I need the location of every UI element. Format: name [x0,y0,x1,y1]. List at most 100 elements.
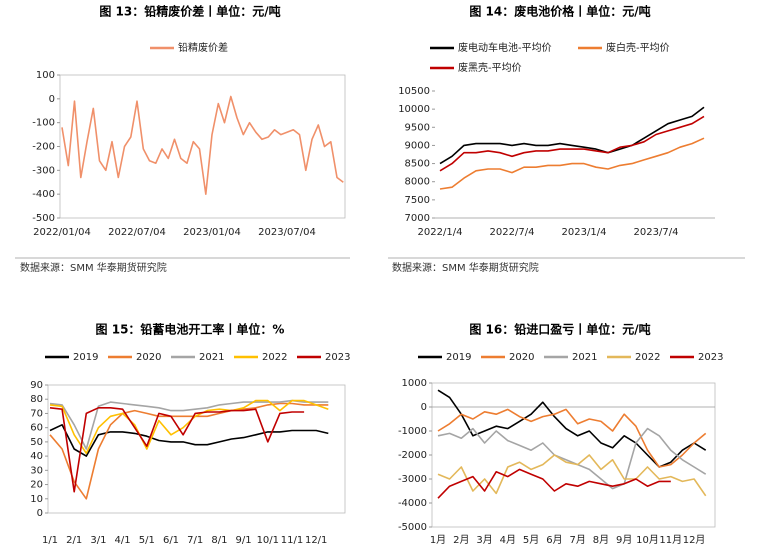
legend-label: 2022 [262,352,287,363]
legend-label: 2020 [136,352,161,363]
y-tick-label: 90 [30,380,43,391]
x-tick-label: 7月 [569,534,585,546]
x-tick-label: 2023/07/04 [258,227,316,238]
x-tick-label: 2/1 [66,535,82,546]
y-tick-label: 10500 [398,86,430,97]
y-tick-label: 10000 [398,104,430,115]
x-tick-label: 1/1 [42,535,58,546]
y-tick-label: 0 [49,94,55,105]
y-tick-label: 100 [36,70,55,81]
data-line [49,402,329,500]
y-tick-label: -5000 [398,522,427,533]
data-line [61,95,344,195]
x-tick-label: 2022/1/4 [418,227,463,238]
x-tick-label: 3月 [476,534,492,546]
data-line [439,137,705,190]
x-tick-label: 2月 [453,534,469,546]
y-tick-label: 60 [30,423,43,434]
y-tick-label: 7000 [405,213,430,224]
legend-label: 2019 [73,352,98,363]
plot-frame [431,382,716,528]
x-tick-label: 11月 [659,534,682,546]
legend-label: 2019 [446,352,471,363]
x-tick-label: 2022/01/04 [33,227,91,238]
y-tick-label: 20 [30,480,43,491]
x-tick-label: 9月 [616,534,632,546]
chart-title: 图 16：铅进口盈亏丨单位：元/吨 [469,322,650,337]
y-tick-label: 10 [30,494,43,505]
legend-label: 废黑壳-平均价 [458,61,522,74]
y-tick-label: -2000 [398,450,427,461]
data-line [437,468,671,499]
legend-label: 铅精废价差 [178,41,228,54]
x-tick-label: 6月 [546,534,562,546]
legend-label: 废电动车电池-平均价 [458,41,552,54]
x-tick-label: 10月 [636,534,659,546]
legend-label: 2023 [325,352,350,363]
legend-label: 2022 [635,352,660,363]
x-tick-label: 4月 [500,534,516,546]
y-tick-label: 8500 [405,159,430,170]
data-line [439,115,705,172]
y-tick-label: -200 [32,142,55,153]
y-tick-label: 0 [421,402,427,413]
chart-title: 图 15：铅蓄电池开工率丨单位：% [96,322,285,337]
chart-title: 图 13：铅精废价差丨单位：元/吨 [99,4,280,19]
x-tick-label: 5/1 [139,535,155,546]
y-tick-label: 9500 [405,122,430,133]
legend-label: 2021 [199,352,224,363]
y-tick-label: 8000 [405,177,430,188]
x-tick-label: 2023/7/4 [634,227,679,238]
source-note: 数据来源：SMM 华泰期货研究院 [20,261,167,274]
y-tick-label: 50 [30,437,43,448]
plot-frame [47,384,346,514]
x-tick-label: 2022/7/4 [490,227,535,238]
x-tick-label: 5月 [523,534,539,546]
x-tick-label: 10/1 [257,535,279,546]
x-tick-label: 2022/07/04 [108,227,166,238]
source-note: 数据来源：SMM 华泰期货研究院 [392,261,539,274]
x-tick-label: 2023/01/04 [183,227,241,238]
x-tick-label: 8/1 [211,535,227,546]
y-tick-label: 7500 [405,195,430,206]
y-tick-label: -500 [32,213,55,224]
x-tick-label: 12月 [683,534,706,546]
y-tick-label: -1000 [398,426,427,437]
data-line [437,408,707,468]
x-tick-label: 11/1 [281,535,303,546]
legend-label: 2023 [698,352,723,363]
y-tick-label: 70 [30,408,43,419]
data-line [437,427,707,490]
legend-label: 废白壳-平均价 [606,41,670,54]
x-tick-label: 4/1 [115,535,131,546]
y-tick-label: -300 [32,165,55,176]
x-tick-label: 7/1 [187,535,203,546]
data-line [437,389,707,468]
x-tick-label: 8月 [593,534,609,546]
data-line [49,407,305,493]
chart-title: 图 14：废电池价格丨单位：元/吨 [469,4,650,19]
y-tick-label: -4000 [398,498,427,509]
x-tick-label: 1月 [430,534,446,546]
y-tick-label: -100 [32,118,55,129]
y-tick-label: 80 [30,394,43,405]
y-tick-label: 30 [30,465,43,476]
x-tick-label: 6/1 [163,535,179,546]
data-line [439,106,705,165]
x-tick-label: 12/1 [305,535,327,546]
y-tick-label: 1000 [402,378,427,389]
x-tick-label: 3/1 [90,535,106,546]
data-line [437,454,707,497]
y-tick-label: -400 [32,189,55,200]
x-tick-label: 2023/1/4 [562,227,607,238]
y-tick-label: 40 [30,451,43,462]
legend-label: 2021 [572,352,597,363]
y-tick-label: 9000 [405,140,430,151]
y-tick-label: -3000 [398,474,427,485]
y-tick-label: 0 [37,508,43,519]
data-line [49,424,329,457]
legend-label: 2020 [509,352,534,363]
x-tick-label: 9/1 [236,535,252,546]
